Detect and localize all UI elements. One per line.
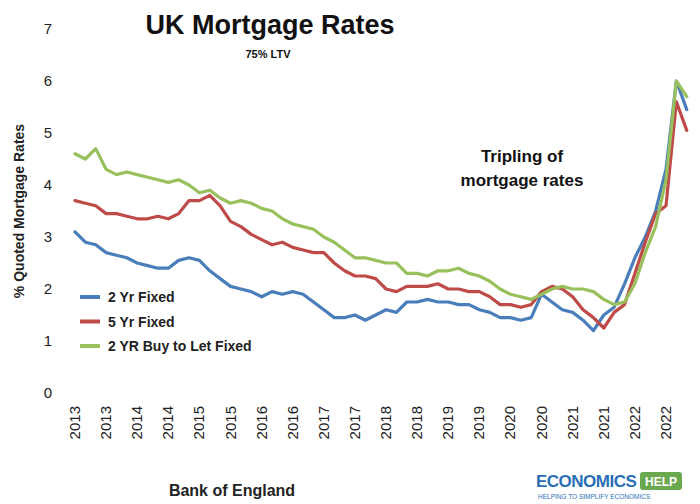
y-tick-label: 0	[44, 384, 52, 401]
x-tick-label: 2018	[408, 406, 425, 439]
legend-label: 5 Yr Fixed	[108, 314, 175, 330]
subtitle: 75% LTV	[245, 48, 291, 60]
legend-label: 2 YR Buy to Let Fixed	[108, 338, 252, 354]
plot-lines	[75, 81, 687, 331]
x-tick-label: 2020	[501, 406, 518, 439]
chart: UK Mortgage Rates 75% LTV 0 1 2 3 4 5 6 7 % Quoted…	[0, 0, 700, 504]
series-line	[75, 81, 687, 305]
x-tick-label: 2022	[626, 406, 643, 439]
annotation: mortgage rates	[461, 171, 584, 190]
y-tick-label: 4	[44, 176, 52, 193]
logo-badge	[640, 472, 682, 490]
x-tick-label: 2021	[564, 406, 581, 439]
x-tick-label: 2014	[128, 406, 145, 439]
legend-swatch	[80, 344, 100, 348]
y-axis-label: % Quoted Mortgage Rates	[11, 124, 27, 298]
legend-swatch	[80, 320, 100, 324]
annotation: Tripling of	[481, 147, 563, 166]
logo-text: ECONOMICS	[536, 472, 637, 491]
y-tick-label: 1	[44, 332, 52, 349]
x-tick-label: 2021	[595, 406, 612, 439]
logo-tagline: HELPING TO SIMPLIFY ECONOMICS	[538, 493, 651, 500]
legend-swatch	[80, 295, 100, 299]
x-tick-label: 2016	[284, 406, 301, 439]
x-tick-label: 2016	[253, 406, 270, 439]
y-tick-label: 3	[44, 228, 52, 245]
x-tick-label: 2015	[190, 406, 207, 439]
x-tick-label: 2014	[159, 406, 176, 439]
x-axis-label: Bank of England	[169, 482, 295, 499]
y-tick-label: 7	[44, 20, 52, 37]
title: UK Mortgage Rates	[145, 10, 394, 40]
x-tick-label: 2017	[315, 406, 332, 439]
x-tick-label: 2022	[657, 406, 674, 439]
x-tick-label: 2018	[377, 406, 394, 439]
x-tick-label: 2013	[97, 406, 114, 439]
y-tick-label: 6	[44, 72, 52, 89]
x-tick-label: 2013	[66, 406, 83, 439]
series-line	[75, 81, 687, 331]
legend-label: 2 Yr Fixed	[108, 289, 175, 305]
x-tick-label: 2019	[470, 406, 487, 439]
x-tick-label: 2020	[533, 406, 550, 439]
x-tick-label: 2015	[222, 406, 239, 439]
logo-badge-text: HELP	[645, 475, 677, 489]
y-tick-label: 2	[44, 280, 52, 297]
y-tick-label: 5	[44, 124, 52, 141]
x-tick-label: 2019	[439, 406, 456, 439]
x-tick-label: 2017	[346, 406, 363, 439]
